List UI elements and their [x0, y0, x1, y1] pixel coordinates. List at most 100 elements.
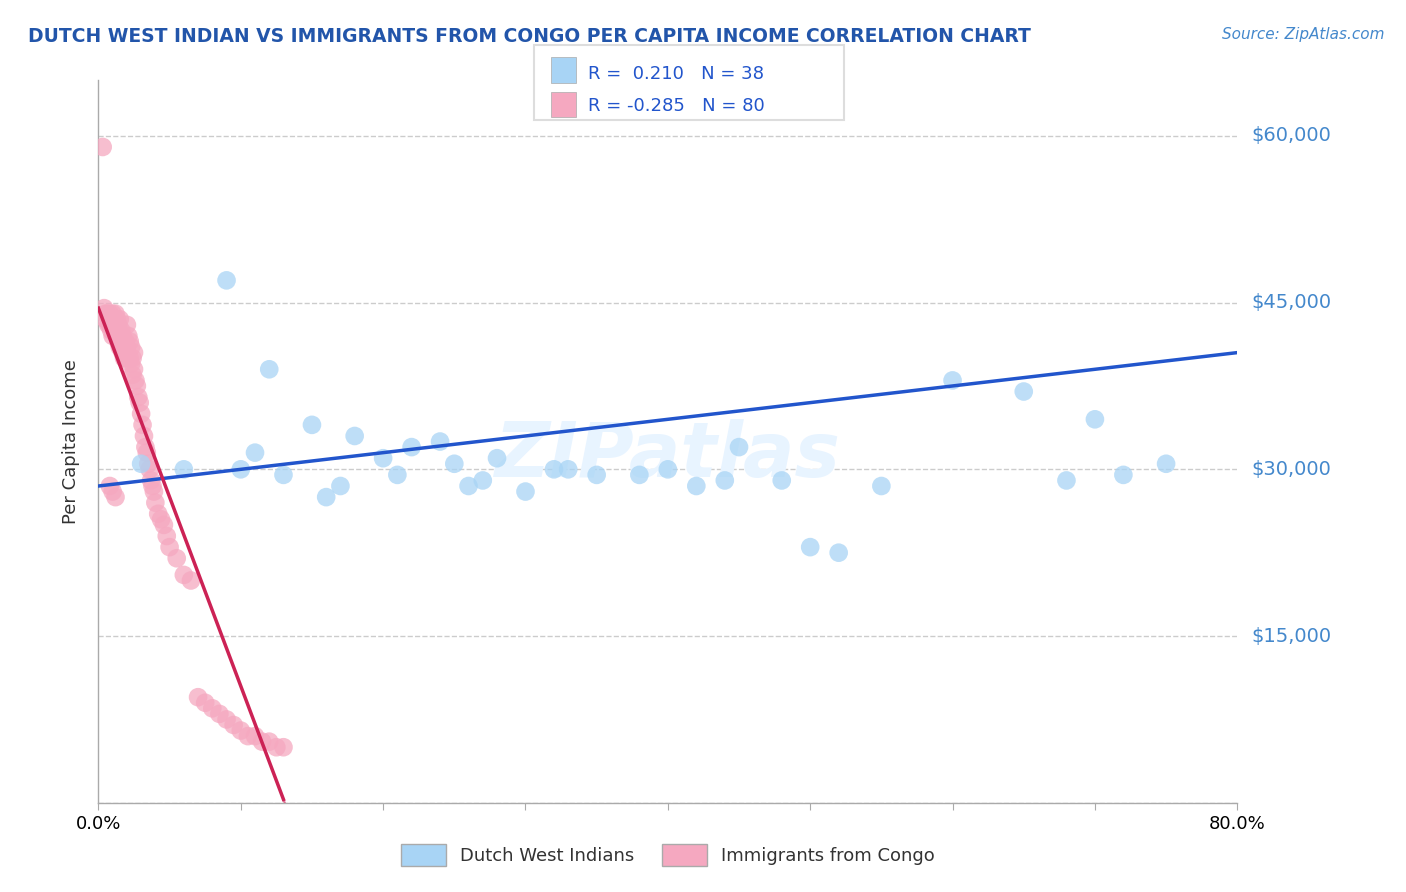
Point	[429, 434, 451, 449]
Point	[585, 467, 607, 482]
Text: $60,000: $60,000	[1251, 127, 1331, 145]
Point	[117, 329, 139, 343]
Point	[118, 351, 141, 366]
Point	[273, 467, 295, 482]
Y-axis label: Per Capita Income: Per Capita Income	[62, 359, 80, 524]
Point	[129, 407, 152, 421]
Point	[121, 351, 143, 366]
Point	[150, 512, 173, 526]
Point	[870, 479, 893, 493]
Point	[457, 479, 479, 493]
Point	[259, 734, 281, 748]
Point	[215, 273, 238, 287]
Point	[115, 318, 138, 332]
Point	[208, 706, 231, 721]
Point	[108, 340, 131, 354]
Point	[94, 307, 117, 321]
Point	[108, 312, 131, 326]
Point	[443, 457, 465, 471]
Point	[114, 334, 136, 349]
Point	[329, 479, 352, 493]
Point	[101, 329, 124, 343]
Point	[387, 467, 409, 482]
Point	[486, 451, 509, 466]
Point	[685, 479, 707, 493]
Point	[173, 462, 195, 476]
Point	[250, 734, 273, 748]
Point	[121, 368, 143, 382]
Point	[135, 445, 157, 459]
Point	[657, 462, 679, 476]
Point	[103, 318, 125, 332]
Point	[111, 345, 134, 359]
Point	[180, 574, 202, 588]
Point	[828, 546, 851, 560]
Point	[156, 529, 179, 543]
Text: Source: ZipAtlas.com: Source: ZipAtlas.com	[1222, 27, 1385, 42]
Point	[124, 373, 146, 387]
Point	[215, 713, 238, 727]
Text: R =  0.210   N = 38: R = 0.210 N = 38	[588, 65, 763, 83]
Point	[107, 318, 129, 332]
Point	[128, 395, 150, 409]
Point	[111, 329, 134, 343]
Point	[770, 474, 793, 488]
Point	[153, 517, 176, 532]
Point	[97, 318, 120, 332]
Point	[112, 351, 135, 366]
Point	[243, 445, 266, 459]
Text: $45,000: $45,000	[1251, 293, 1331, 312]
Point	[259, 362, 281, 376]
Point	[194, 696, 217, 710]
Point	[1056, 474, 1078, 488]
Point	[273, 740, 295, 755]
Point	[120, 357, 142, 371]
Point	[166, 551, 188, 566]
Point	[100, 323, 122, 337]
Point	[229, 723, 252, 738]
Point	[91, 140, 114, 154]
Point	[236, 729, 259, 743]
Point	[148, 507, 170, 521]
Point	[94, 312, 117, 326]
Point	[122, 345, 145, 359]
Point	[728, 440, 751, 454]
Point	[315, 490, 337, 504]
Point	[115, 340, 138, 354]
Point	[145, 496, 167, 510]
Point	[343, 429, 366, 443]
Text: $15,000: $15,000	[1251, 626, 1331, 646]
Point	[120, 340, 142, 354]
Point	[122, 362, 145, 376]
Point	[105, 329, 128, 343]
Point	[139, 474, 162, 488]
Legend: Dutch West Indians, Immigrants from Congo: Dutch West Indians, Immigrants from Cong…	[394, 837, 942, 873]
Point	[127, 390, 149, 404]
Point	[373, 451, 395, 466]
Point	[222, 718, 245, 732]
Point	[628, 467, 651, 482]
Point	[104, 490, 127, 504]
Point	[799, 540, 821, 554]
Point	[173, 568, 195, 582]
Point	[159, 540, 181, 554]
Point	[132, 429, 155, 443]
Point	[136, 457, 159, 471]
Point	[98, 318, 121, 332]
Point	[98, 479, 121, 493]
Point	[134, 440, 156, 454]
Point	[107, 334, 129, 349]
Point	[138, 462, 160, 476]
Point	[557, 462, 579, 476]
Point	[110, 340, 132, 354]
Point	[131, 417, 153, 432]
Point	[142, 484, 165, 499]
Point	[515, 484, 537, 499]
Point	[1154, 457, 1177, 471]
Text: DUTCH WEST INDIAN VS IMMIGRANTS FROM CONGO PER CAPITA INCOME CORRELATION CHART: DUTCH WEST INDIAN VS IMMIGRANTS FROM CON…	[28, 27, 1031, 45]
Point	[1084, 412, 1107, 426]
Text: $30,000: $30,000	[1251, 460, 1331, 479]
Point	[942, 373, 965, 387]
Point	[471, 474, 494, 488]
Point	[112, 340, 135, 354]
